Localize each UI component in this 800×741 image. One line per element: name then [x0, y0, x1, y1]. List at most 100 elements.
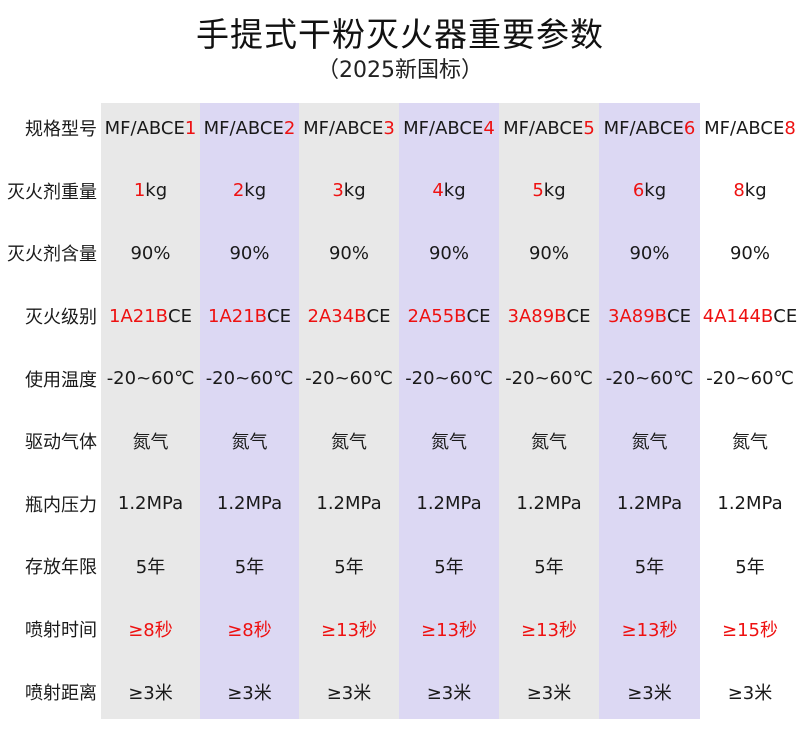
highlight-text: ≥8秒 — [227, 620, 272, 642]
highlight-text: 1 — [184, 117, 197, 139]
cell-text: kg — [343, 180, 366, 202]
cell-text: ≥3米 — [627, 682, 672, 704]
cell-text: kg — [145, 180, 168, 202]
table-cell: MF/ABCE 4 — [399, 97, 499, 160]
cell-text: -20~60℃ — [205, 368, 294, 390]
row-label: 存放年限 — [25, 557, 97, 579]
table-cell: -20~60℃ — [399, 347, 499, 410]
table-cell: 1.2MPa — [200, 473, 299, 536]
table-cell: ≥13秒 — [499, 598, 599, 661]
table-cell: 氮气 — [200, 410, 299, 473]
table-cell: 90% — [299, 222, 399, 285]
table-cell: 1A21B CE — [101, 285, 200, 348]
table-cell: -20~60℃ — [599, 347, 700, 410]
table-cell: 氮气 — [499, 410, 599, 473]
cell-text: 5年 — [234, 557, 265, 579]
table-cell: ≥8秒 — [200, 598, 299, 661]
highlight-text: 4A144B — [702, 305, 774, 327]
table-cell: 氮气 — [101, 410, 200, 473]
highlight-text: 2A34B — [307, 305, 367, 327]
cell-text: CE — [566, 305, 591, 327]
parameter-table: 规格型号 MF/ABCE 1 MF/ABCE 2 MF/ABCE 3 MF/ABCE 4 MF/A… — [0, 97, 800, 723]
cell-text: ≥3米 — [426, 682, 472, 704]
cell-text: CE — [267, 305, 291, 327]
table-cell: 4A144B CE — [700, 285, 800, 348]
table-cell: 5年 — [200, 535, 299, 598]
row-label: 灭火剂含量 — [7, 244, 97, 266]
cell-text: 氮气 — [231, 432, 268, 454]
table-cell: 5年 — [399, 535, 499, 598]
table-row: 灭火级别 1A21B CE 1A21B CE 2A34B CE 2A55B CE 3A89B CE 3… — [0, 285, 800, 348]
cell-text: 5年 — [434, 557, 464, 579]
highlight-text: ≥13秒 — [421, 620, 477, 642]
table-row: 灭火剂重量 1 kg 2 kg 3 kg 4 kg 5 kg 6 kg 8 kg — [0, 160, 800, 223]
table-cell: MF/ABCE 6 — [599, 97, 700, 160]
cell-text: 氮气 — [631, 432, 668, 454]
cell-text: MF/ABCE — [303, 117, 384, 139]
cell-text: CE — [168, 305, 192, 327]
table-cell: -20~60℃ — [200, 347, 299, 410]
table-cell: ≥3米 — [599, 660, 700, 723]
highlight-text: 5 — [532, 180, 544, 202]
table-cell: 1.2MPa — [299, 473, 399, 536]
row-label: 喷射时间 — [25, 620, 97, 642]
cell-text: 氮气 — [531, 432, 567, 454]
highlight-text: ≥8秒 — [128, 620, 173, 642]
table-cell: -20~60℃ — [700, 347, 800, 410]
highlight-text: 6 — [683, 117, 696, 139]
column-band-4 — [399, 103, 499, 719]
cell-text: -20~60℃ — [706, 368, 794, 390]
column-band-1 — [101, 103, 200, 719]
table-cell: 3A89B CE — [499, 285, 599, 348]
table-cell: -20~60℃ — [299, 347, 399, 410]
table-cell: ≥3米 — [299, 660, 399, 723]
cell-text: CE — [773, 305, 798, 327]
table-cell: ≥13秒 — [299, 598, 399, 661]
highlight-text: 3A89B — [507, 305, 567, 327]
table-row: 规格型号 MF/ABCE 1 MF/ABCE 2 MF/ABCE 3 MF/ABCE 4 MF/A… — [0, 97, 800, 160]
cell-text: 氮气 — [132, 432, 169, 454]
cell-text: kg — [443, 180, 466, 202]
row-label: 灭火剂重量 — [7, 181, 97, 203]
table-cell: 90% — [101, 222, 200, 285]
cell-text: ≥3米 — [128, 682, 173, 704]
table-cell: 90% — [700, 222, 800, 285]
table-cell: ≥3米 — [700, 660, 800, 723]
table-cell: 1.2MPa — [101, 473, 200, 536]
table-cell: ≥15秒 — [700, 598, 800, 661]
cell-text: 90% — [428, 242, 469, 264]
table-cell: -20~60℃ — [101, 347, 200, 410]
cell-text: 5年 — [534, 557, 564, 579]
cell-text: CE — [466, 305, 491, 327]
table-cell: 4 kg — [399, 160, 499, 223]
row-label: 规格型号 — [25, 119, 97, 141]
highlight-text: 1A21B — [109, 305, 169, 327]
cell-text: 1.2MPa — [117, 493, 184, 515]
table-cell: ≥8秒 — [101, 598, 200, 661]
table-cell: MF/ABCE 2 — [200, 97, 299, 160]
cell-text: -20~60℃ — [405, 368, 493, 390]
cell-text: MF/ABCE — [403, 117, 484, 139]
row-label: 驱动气体 — [25, 432, 97, 454]
cell-text: kg — [644, 180, 667, 202]
table-cell: 2A34B CE — [299, 285, 399, 348]
row-label: 使用温度 — [25, 369, 97, 391]
table-cell: 氮气 — [399, 410, 499, 473]
table-cell: MF/ABCE 5 — [499, 97, 599, 160]
table-cell: MF/ABCE 1 — [101, 97, 200, 160]
table-cell: 3 kg — [299, 160, 399, 223]
table-cell: 5年 — [299, 535, 399, 598]
row-label: 喷射距离 — [25, 682, 97, 704]
cell-text: 90% — [328, 242, 369, 264]
table-cell: 1 kg — [101, 160, 200, 223]
highlight-text: ≥13秒 — [621, 620, 678, 642]
cell-text: ≥3米 — [526, 682, 572, 704]
column-band-2 — [200, 103, 299, 719]
column-band-3 — [299, 103, 399, 719]
cell-text: kg — [744, 180, 767, 202]
highlight-text: 4 — [483, 117, 495, 139]
cell-text: kg — [244, 180, 267, 202]
table-row: 使用温度 -20~60℃ -20~60℃ -20~60℃ -20~60℃ -20~60℃ -… — [0, 347, 800, 410]
table-cell: ≥3米 — [499, 660, 599, 723]
highlight-text: 1A21B — [208, 305, 268, 327]
